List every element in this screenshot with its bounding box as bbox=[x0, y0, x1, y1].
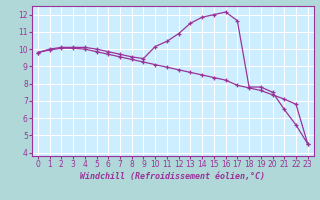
X-axis label: Windchill (Refroidissement éolien,°C): Windchill (Refroidissement éolien,°C) bbox=[80, 172, 265, 181]
